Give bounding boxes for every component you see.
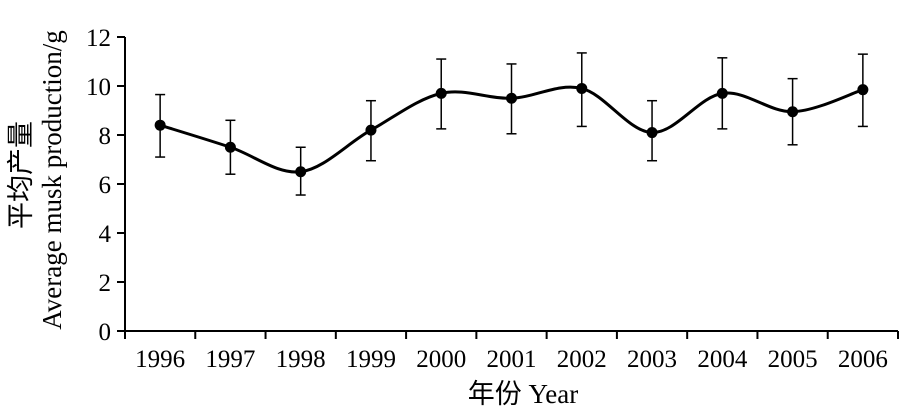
y-tick-label: 2 <box>99 270 112 297</box>
x-tick-label: 2001 <box>487 346 537 373</box>
data-point <box>224 141 236 153</box>
data-point <box>716 87 728 99</box>
data-point <box>365 124 377 136</box>
data-point <box>154 119 166 131</box>
data-point <box>295 166 307 178</box>
data-point <box>576 82 588 94</box>
x-tick-label: 2006 <box>838 346 888 373</box>
x-tick-label: 2000 <box>416 346 466 373</box>
y-axis-title-chinese: 平均产量 <box>6 121 36 229</box>
y-tick-label: 0 <box>99 319 112 346</box>
x-tick-label: 1998 <box>276 346 326 373</box>
y-axis-title-english: Average musk production/g <box>37 30 67 329</box>
series-musk-production <box>154 52 869 196</box>
data-point <box>646 127 658 139</box>
x-tick-label: 1996 <box>135 346 185 373</box>
x-tick-label: 2004 <box>697 346 748 373</box>
x-axis-title: 年份 Year <box>468 379 579 409</box>
data-point <box>857 84 869 96</box>
y-tick-label: 10 <box>86 74 111 101</box>
data-point <box>506 92 517 104</box>
x-tick-label: 1999 <box>346 346 396 373</box>
data-point <box>787 106 799 118</box>
y-axis: 0 2 4 6 8 10 12 <box>86 25 126 346</box>
y-tick-label: 8 <box>99 123 112 150</box>
y-tick-label: 4 <box>99 221 112 248</box>
x-tick-label: 2005 <box>768 346 818 373</box>
y-tick-label: 6 <box>99 172 112 199</box>
data-point <box>435 87 447 99</box>
x-tick-label: 1997 <box>205 346 255 373</box>
y-tick-label: 12 <box>86 25 111 52</box>
x-tick-label: 2002 <box>557 346 607 373</box>
x-tick-label: 2003 <box>627 346 677 373</box>
x-axis: 1996 1997 1998 1999 2000 2001 2002 2003 2004 2005… <box>124 330 899 373</box>
